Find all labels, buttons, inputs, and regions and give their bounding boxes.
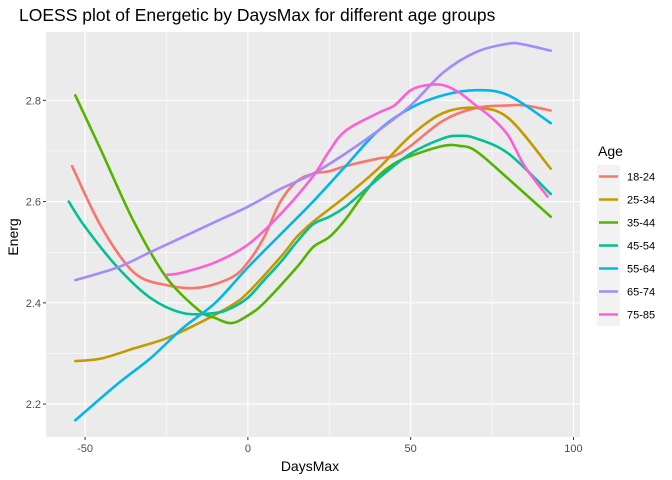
series-line-65-74 [74, 41, 552, 282]
legend-label: 65-74 [627, 287, 655, 299]
legend-label: 75-85 [627, 310, 655, 322]
x-tick-label: 50 [405, 443, 417, 455]
series-line-55-64 [74, 88, 552, 422]
legend-label: 18-24 [627, 172, 655, 184]
y-axis: 2.2 2.4 2.6 2.8 [26, 95, 46, 411]
legend-label: 25-34 [627, 195, 655, 207]
y-tick-label: 2.4 [26, 298, 41, 310]
series-line-35-44 [74, 93, 552, 325]
x-axis-title: DaysMax [281, 458, 339, 474]
chart-title: LOESS plot of Energetic by DaysMax for d… [19, 5, 496, 25]
y-axis-title: Energ [5, 218, 21, 255]
x-axis: -50 0 50 100 [77, 437, 583, 455]
major-gridlines [46, 32, 580, 437]
y-tick-label: 2.8 [26, 95, 41, 107]
series-lines [67, 41, 552, 422]
series-line-75-85 [165, 83, 549, 277]
legend-items: 18-24 25-34 35-44 45-54 55-64 65-74 75-85 [597, 165, 655, 326]
legend-label: 35-44 [627, 218, 655, 230]
legend-label: 45-54 [627, 241, 655, 253]
y-tick-label: 2.2 [26, 399, 41, 411]
y-tick-label: 2.6 [26, 197, 41, 209]
legend: Age 18-24 25-34 35-44 45-54 55-64 65-74 75-85 [597, 143, 655, 326]
legend-label: 55-64 [627, 264, 655, 276]
x-tick-label: 100 [564, 443, 582, 455]
series-line-25-34 [74, 106, 552, 363]
legend-title: Age [598, 143, 623, 159]
series-line-45-54 [67, 134, 552, 316]
x-tick-label: 0 [245, 443, 251, 455]
minor-gridlines [46, 32, 580, 437]
x-tick-label: -50 [77, 443, 93, 455]
